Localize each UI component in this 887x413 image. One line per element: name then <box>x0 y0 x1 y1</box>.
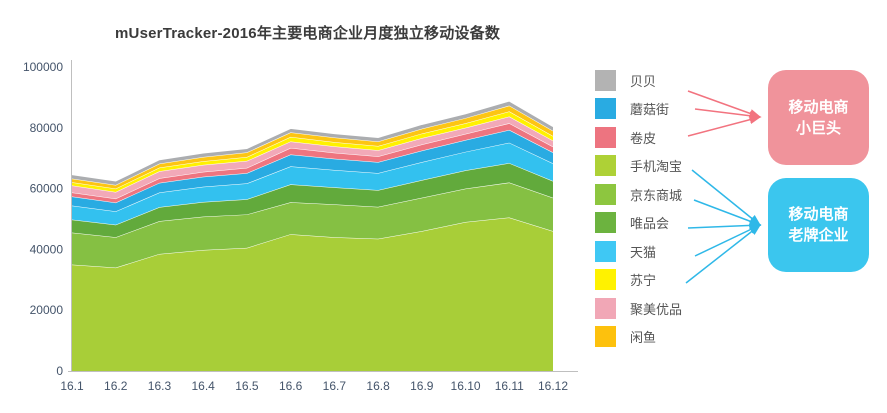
x-tick-label: 16.12 <box>538 379 568 393</box>
legend-item-taobao: 手机淘宝 <box>595 152 682 181</box>
legend-item-vip: 唯品会 <box>595 209 682 238</box>
y-tick-label: 40000 <box>30 242 64 256</box>
x-tick-label: 16.3 <box>148 379 172 393</box>
legend-swatch <box>595 155 616 177</box>
y-tick-label: 0 <box>56 364 63 378</box>
y-tick-label: 60000 <box>30 182 64 196</box>
callout-mobile-ecommerce-giants: 移动电商 小巨头 <box>768 70 869 165</box>
x-tick-label: 16.2 <box>104 379 128 393</box>
legend-item-suning: 苏宁 <box>595 266 682 295</box>
legend-item-jumei: 聚美优品 <box>595 294 682 323</box>
y-tick-label: 100000 <box>23 60 63 74</box>
x-tick-label: 16.1 <box>60 379 84 393</box>
legend-swatch <box>595 269 616 291</box>
callout-text-line: 移动电商 <box>788 206 849 223</box>
legend-swatch <box>595 212 616 234</box>
legend-item-tmall: 天猫 <box>595 237 682 266</box>
callout-text-line: 小巨头 <box>795 119 841 137</box>
legend-label: 卷皮 <box>630 130 657 146</box>
x-tick-label: 16.9 <box>410 379 434 393</box>
legend-label: 天猫 <box>630 244 657 260</box>
x-tick-label: 16.5 <box>235 379 259 393</box>
group-arrow-veterans <box>687 220 762 230</box>
legend-item-mogujie: 蘑菇街 <box>595 95 682 124</box>
legend-swatch <box>595 326 616 348</box>
legend-swatch <box>595 183 616 205</box>
area-series-卷皮 <box>72 123 553 203</box>
legend-label: 手机淘宝 <box>630 159 683 175</box>
chart-title: mUserTracker-2016年主要电商企业月度独立移动设备数 <box>115 25 501 42</box>
y-tick-label: 20000 <box>30 303 64 317</box>
x-tick-label: 16.10 <box>451 379 481 393</box>
callout-text-line: 老牌企业 <box>788 227 849 244</box>
legend-label: 苏宁 <box>630 273 657 289</box>
legend-label: 唯品会 <box>630 216 670 232</box>
legend-item-xianyu: 闲鱼 <box>595 323 682 352</box>
callout-mobile-ecommerce-veterans: 移动电商 老牌企业 <box>768 178 869 272</box>
callout-text-line: 移动电商 <box>788 98 849 116</box>
group-arrow-giants <box>687 115 762 137</box>
x-tick-label: 16.11 <box>495 379 524 393</box>
group-arrow-veterans <box>691 169 762 226</box>
x-tick-label: 16.6 <box>279 379 303 393</box>
legend-label: 闲鱼 <box>630 330 657 346</box>
legend-label: 聚美优品 <box>630 301 683 317</box>
x-tick-label: 16.7 <box>323 379 347 393</box>
group-arrow-giants <box>687 90 762 118</box>
area-series-手机淘宝 <box>72 217 553 371</box>
series-top-edge <box>71 100 554 182</box>
legend-swatch <box>595 126 616 148</box>
group-arrow-veterans <box>693 199 762 226</box>
chart-legend: 贝贝 蘑菇街 卷皮 手机淘宝 京东商城 唯品会 天猫 苏宁 <box>595 66 682 351</box>
y-tick-label: 80000 <box>30 121 64 135</box>
area-series-京东商城 <box>72 182 553 268</box>
group-arrow-veterans <box>685 224 762 284</box>
area-series-天猫 <box>72 142 553 225</box>
legend-item-jd: 京东商城 <box>595 180 682 209</box>
legend-swatch <box>595 98 616 120</box>
legend-item-beibei: 贝贝 <box>595 66 682 95</box>
area-series-蘑菇街 <box>72 129 553 212</box>
area-series-唯品会 <box>72 163 553 238</box>
legend-swatch <box>595 69 616 91</box>
legend-swatch <box>595 297 616 319</box>
area-series-苏宁 <box>72 111 553 192</box>
x-tick-label: 16.4 <box>192 379 216 393</box>
legend-label: 京东商城 <box>630 187 683 203</box>
legend-label: 贝贝 <box>630 73 657 89</box>
legend-item-juanpi: 卷皮 <box>595 123 682 152</box>
x-tick-label: 16.8 <box>366 379 390 393</box>
legend-swatch <box>595 240 616 262</box>
legend-label: 蘑菇街 <box>630 102 670 118</box>
area-series-聚美优品 <box>72 116 553 199</box>
